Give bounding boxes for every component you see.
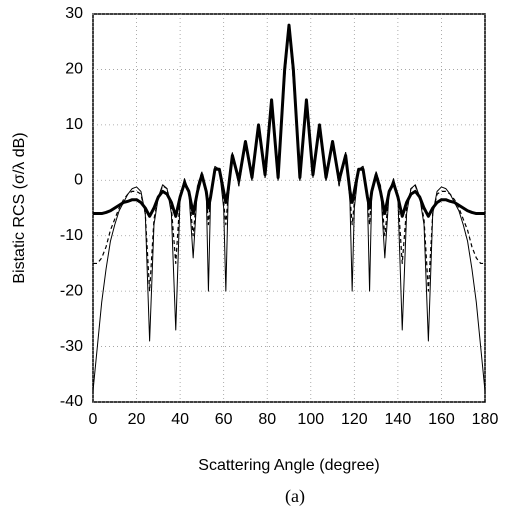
- x-tick-label: 60: [215, 411, 233, 428]
- x-tick-label: 80: [258, 411, 276, 428]
- plot-frame: [92, 13, 486, 403]
- y-tick-label: -40: [60, 393, 83, 410]
- x-tick-label: 20: [128, 411, 146, 428]
- line-series: [93, 24, 485, 292]
- y-tick-label: 10: [65, 116, 83, 133]
- x-tick-label: 180: [472, 411, 499, 428]
- x-axis-title: Scattering Angle (degree): [198, 457, 379, 474]
- y-tick-label: -20: [60, 282, 83, 299]
- y-tick-label: 0: [74, 172, 83, 189]
- line-series: [93, 23, 485, 218]
- x-tick-label: 140: [385, 411, 412, 428]
- x-tick-label: 40: [171, 411, 189, 428]
- x-tick-label: 100: [297, 411, 324, 428]
- x-tick-label: 160: [428, 411, 455, 428]
- y-tick-label: 20: [65, 61, 83, 78]
- line-series: [92, 24, 486, 391]
- y-tick-label: -30: [60, 338, 83, 355]
- x-tick-label: 120: [341, 411, 368, 428]
- y-tick-label: -10: [60, 227, 83, 244]
- x-tick-label: 0: [89, 411, 98, 428]
- y-tick-label: 30: [65, 5, 83, 22]
- y-axis-title: Bistatic RCS (σ/λ dB): [11, 132, 28, 283]
- caption: (a): [285, 486, 305, 507]
